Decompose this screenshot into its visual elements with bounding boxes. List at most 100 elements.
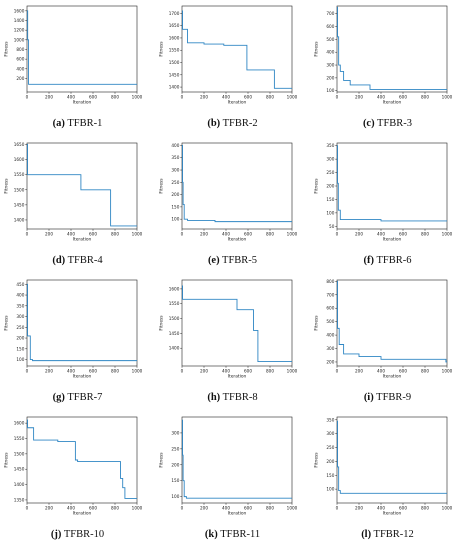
x-tick-label: 0 (26, 232, 29, 237)
fitness-series-line (27, 144, 137, 227)
chart-panel-4: 0 200 400 600 800 1000 1400 1450 1500 1550 1600 165… (0, 137, 155, 274)
y-tick-label: 200 (16, 336, 24, 341)
panel-caption: (h) TFBR-8 (155, 392, 310, 403)
y-tick-label: 200 (326, 184, 334, 189)
x-tick-label: 200 (200, 232, 208, 237)
y-tick-label: 1600 (14, 8, 25, 13)
y-tick-label: 150 (16, 346, 24, 351)
plot-frame (26, 416, 138, 504)
x-tick-label: 1000 (132, 369, 143, 374)
caption-name: TFBR-7 (67, 392, 103, 403)
x-axis-label: Iteration (383, 511, 402, 517)
x-tick-label: 600 (244, 506, 252, 511)
fitness-series-line (337, 145, 447, 222)
caption-letter: (h) (207, 392, 221, 403)
x-tick-label: 400 (377, 232, 385, 237)
chart-panel-5: 0 200 400 600 800 1000 100 150 200 250 300 350 400 It… (155, 137, 310, 274)
y-axis-label: Fitness (159, 41, 165, 57)
y-tick-label: 1500 (169, 60, 180, 65)
panel-caption: (g) TFBR-7 (0, 392, 155, 403)
x-tick-label: 1000 (287, 232, 298, 237)
y-tick-label: 200 (326, 359, 334, 364)
chart-panel-10: 0 200 400 600 800 1000 1350 1400 1450 1500 1550 160… (0, 411, 155, 548)
y-tick-label: 250 (326, 445, 334, 450)
caption-name: TFBR-1 (67, 118, 103, 129)
x-tick-label: 600 (399, 95, 407, 100)
caption-letter: (d) (52, 255, 66, 266)
caption-letter: (i) (363, 392, 374, 403)
y-tick-label: 1450 (14, 467, 25, 472)
x-tick-label: 200 (355, 232, 363, 237)
chart-panel-12: 0 200 400 600 800 1000 100 150 200 250 300 350 Itera… (310, 411, 465, 548)
x-tick-label: 0 (336, 506, 339, 511)
y-tick-label: 800 (326, 279, 334, 284)
x-tick-label: 200 (45, 95, 53, 100)
x-tick-label: 1000 (287, 506, 298, 511)
y-tick-label: 250 (326, 170, 334, 175)
x-tick-label: 800 (111, 95, 119, 100)
chart-svg: 0 200 400 600 800 1000 100 200 300 400 500 600 700 It… (314, 5, 453, 106)
fitness-series-line (27, 419, 137, 499)
x-tick-label: 200 (355, 95, 363, 100)
plot-frame (181, 416, 293, 504)
x-tick-label: 600 (244, 95, 252, 100)
fitness-series-line (182, 10, 292, 89)
x-axis-label: Iteration (73, 100, 92, 106)
x-tick-label: 0 (336, 232, 339, 237)
y-tick-label: 1550 (169, 48, 180, 53)
y-tick-label: 1400 (14, 482, 25, 487)
x-tick-label: 600 (89, 232, 97, 237)
chart-svg: 0 200 400 600 800 1000 50 100 150 200 250 300 350 Ite… (314, 142, 453, 243)
y-axis-label: Fitness (4, 452, 10, 468)
y-tick-label: 400 (171, 143, 179, 148)
y-tick-label: 100 (171, 217, 179, 222)
x-tick-label: 200 (200, 95, 208, 100)
y-tick-label: 1400 (169, 85, 180, 90)
x-tick-label: 800 (266, 506, 274, 511)
y-tick-label: 100 (16, 357, 24, 362)
x-tick-label: 0 (26, 95, 29, 100)
chart-svg: 0 200 400 600 800 1000100150200250300350400It… (159, 142, 298, 243)
panel-caption: (c) TFBR-3 (310, 118, 465, 129)
x-tick-label: 1000 (132, 232, 143, 237)
fitness-series-line (337, 280, 447, 363)
plot-frame (336, 416, 448, 504)
plot-frame (336, 279, 448, 367)
x-tick-label: 400 (67, 369, 75, 374)
x-tick-label: 200 (200, 506, 208, 511)
x-tick-label: 600 (89, 95, 97, 100)
x-tick-label: 200 (45, 506, 53, 511)
x-tick-label: 0 (26, 369, 29, 374)
caption-name: TFBR-11 (220, 529, 261, 540)
x-tick-label: 800 (266, 232, 274, 237)
x-tick-label: 400 (222, 95, 230, 100)
y-tick-label: 250 (171, 446, 179, 451)
x-tick-label: 200 (45, 232, 53, 237)
chart-svg: 0 200 400 600 800 1000 200 400 600 800 1000 1200 140… (4, 5, 143, 106)
y-tick-label: 300 (171, 168, 179, 173)
x-tick-label: 400 (377, 95, 385, 100)
y-tick-label: 1400 (14, 217, 25, 222)
y-tick-label: 100 (326, 210, 334, 215)
y-axis-label: Fitness (159, 178, 165, 194)
chart-panel-8: 0 200 400 600 800 1000 1400 1450 1500 1550 1600 Ite… (155, 274, 310, 411)
x-tick-label: 800 (111, 369, 119, 374)
chart-svg: 0 200 400 600 800 1000 1350 1400 1450 1500 1550 160… (4, 416, 143, 517)
y-axis-label: Fitness (4, 178, 10, 194)
y-tick-label: 200 (171, 462, 179, 467)
caption-name: TFBR-6 (376, 255, 412, 266)
y-tick-label: 200 (326, 459, 334, 464)
y-tick-label: 1700 (169, 11, 180, 16)
y-tick-label: 300 (326, 63, 334, 68)
y-tick-label: 600 (16, 57, 24, 62)
x-axis-label: Iteration (228, 511, 247, 517)
x-tick-label: 800 (266, 95, 274, 100)
x-axis-label: Iteration (228, 100, 247, 106)
chart-panel-9: 0 200 400 600 800 1000 200 300 400 500 600 700 800 It… (310, 274, 465, 411)
plot-frame (26, 5, 138, 93)
y-tick-label: 250 (171, 180, 179, 185)
chart-panel-6: 0 200 400 600 800 1000 50 100 150 200 250 300 350 Ite… (310, 137, 465, 274)
y-tick-label: 300 (326, 157, 334, 162)
x-tick-label: 800 (111, 232, 119, 237)
